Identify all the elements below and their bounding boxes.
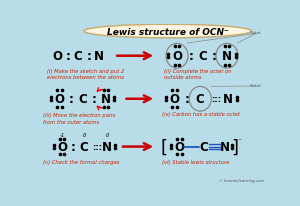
Text: (vi) Stable lewis structure: (vi) Stable lewis structure	[162, 159, 229, 164]
Text: (i) Make the sketch and put 2
electrons between the atoms: (i) Make the sketch and put 2 electrons …	[47, 68, 124, 80]
Text: C: C	[79, 93, 87, 106]
Text: C: C	[200, 140, 208, 153]
Text: N: N	[223, 93, 233, 106]
Text: (iv) Carbon has a stable octet: (iv) Carbon has a stable octet	[162, 111, 240, 116]
Text: :: :	[69, 93, 74, 106]
Text: (iii) Move the electron pairs
from the outer atoms: (iii) Move the electron pairs from the o…	[43, 113, 116, 124]
Text: N: N	[94, 50, 104, 63]
Text: N: N	[222, 50, 232, 63]
Text: -1: -1	[59, 133, 64, 138]
Text: :: :	[86, 50, 91, 63]
Text: (ii) Complete the octet on
outside atoms: (ii) Complete the octet on outside atoms	[164, 68, 232, 80]
Text: :: :	[65, 50, 70, 63]
Text: © knordsilearning.com: © knordsilearning.com	[219, 178, 264, 182]
Ellipse shape	[84, 25, 251, 39]
Text: O: O	[52, 50, 62, 63]
Text: Octet: Octet	[250, 83, 262, 87]
Text: (v) Check the formal charges: (v) Check the formal charges	[43, 159, 120, 164]
Text: N: N	[220, 140, 230, 153]
Text: :: :	[211, 50, 216, 63]
Text: Octet: Octet	[250, 31, 262, 35]
Text: C: C	[198, 50, 207, 63]
Text: N: N	[101, 93, 111, 106]
Text: C: C	[196, 93, 205, 106]
Text: ⁻: ⁻	[237, 135, 241, 144]
Text: O: O	[174, 140, 184, 153]
Text: 0: 0	[106, 133, 109, 138]
Text: Lewis structure of OCN⁻: Lewis structure of OCN⁻	[107, 27, 229, 36]
Text: :: :	[92, 93, 97, 106]
Text: :::: :::	[211, 95, 221, 104]
Text: C: C	[80, 140, 88, 153]
Text: 0: 0	[82, 133, 86, 138]
Text: ]: ]	[232, 138, 238, 156]
Text: O: O	[170, 93, 180, 106]
Text: :::: :::	[92, 142, 103, 151]
Text: N: N	[102, 140, 112, 153]
Text: :: :	[188, 50, 194, 63]
Text: :: :	[70, 140, 75, 153]
Text: C: C	[74, 50, 82, 63]
Text: O: O	[57, 140, 67, 153]
Text: O: O	[172, 50, 182, 63]
Text: :: :	[185, 93, 190, 106]
Text: [: [	[161, 138, 168, 156]
Text: O: O	[55, 93, 64, 106]
